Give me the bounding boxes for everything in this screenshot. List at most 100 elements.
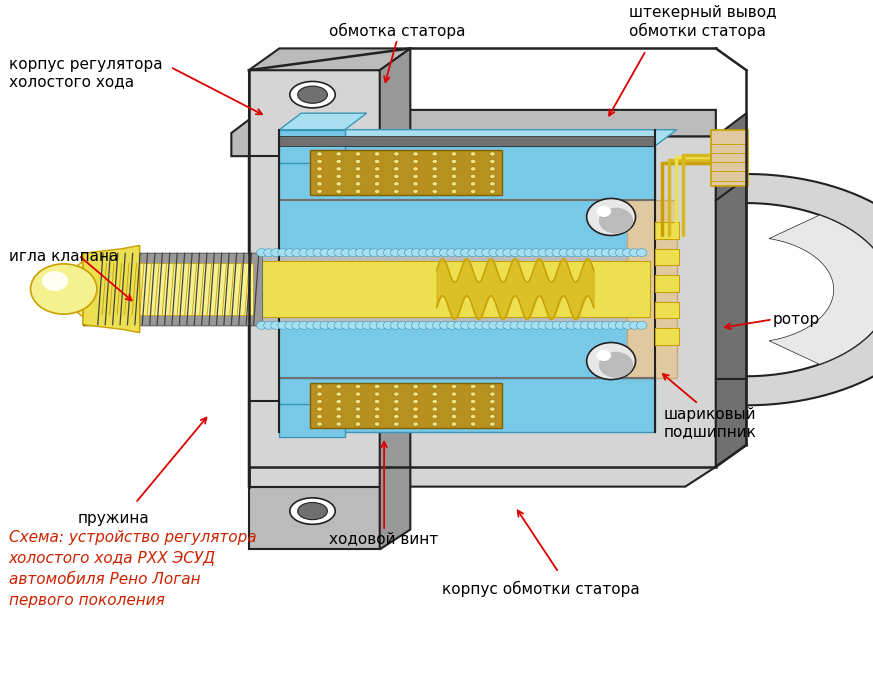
Circle shape [355, 189, 361, 194]
Circle shape [490, 152, 495, 156]
Polygon shape [279, 113, 367, 130]
Circle shape [271, 248, 281, 256]
Circle shape [482, 321, 492, 329]
Circle shape [336, 189, 341, 194]
Circle shape [490, 392, 495, 396]
Circle shape [394, 159, 399, 163]
Circle shape [375, 174, 380, 178]
Circle shape [336, 414, 341, 418]
Circle shape [394, 174, 399, 178]
Circle shape [524, 248, 534, 256]
Circle shape [482, 248, 492, 256]
Circle shape [411, 248, 422, 256]
Circle shape [425, 248, 436, 256]
Polygon shape [380, 49, 410, 156]
Circle shape [471, 182, 476, 186]
Circle shape [608, 248, 619, 256]
Circle shape [411, 321, 422, 329]
Circle shape [490, 159, 495, 163]
Circle shape [587, 342, 636, 379]
Circle shape [471, 152, 476, 156]
Circle shape [471, 414, 476, 418]
Circle shape [336, 407, 341, 411]
Circle shape [31, 264, 97, 314]
Ellipse shape [290, 498, 335, 524]
Circle shape [432, 321, 443, 329]
Circle shape [394, 400, 399, 404]
Circle shape [278, 321, 288, 329]
Circle shape [317, 422, 322, 426]
Circle shape [503, 248, 513, 256]
Circle shape [471, 392, 476, 396]
Circle shape [531, 321, 541, 329]
Circle shape [471, 167, 476, 171]
Circle shape [425, 321, 436, 329]
Circle shape [573, 321, 584, 329]
Circle shape [404, 248, 415, 256]
Circle shape [278, 248, 288, 256]
Circle shape [451, 152, 457, 156]
Circle shape [355, 174, 361, 178]
Circle shape [596, 350, 611, 361]
Circle shape [355, 385, 361, 389]
Circle shape [376, 248, 387, 256]
Polygon shape [279, 146, 655, 200]
Circle shape [355, 167, 361, 171]
Polygon shape [279, 200, 655, 377]
Circle shape [596, 206, 611, 217]
Circle shape [292, 248, 302, 256]
Circle shape [566, 321, 576, 329]
Polygon shape [279, 130, 345, 163]
Text: ходовой винт: ходовой винт [329, 531, 439, 546]
Circle shape [394, 414, 399, 418]
Bar [100, 263, 253, 315]
Ellipse shape [290, 82, 335, 108]
Bar [655, 275, 679, 292]
Circle shape [439, 321, 450, 329]
Circle shape [489, 321, 499, 329]
Circle shape [334, 321, 345, 329]
Circle shape [451, 189, 457, 194]
Bar [279, 200, 629, 377]
Circle shape [390, 321, 401, 329]
Polygon shape [769, 215, 873, 364]
Circle shape [327, 321, 338, 329]
Circle shape [375, 407, 380, 411]
Circle shape [317, 400, 322, 404]
Circle shape [394, 167, 399, 171]
Circle shape [451, 414, 457, 418]
Circle shape [413, 400, 418, 404]
Circle shape [317, 152, 322, 156]
Circle shape [615, 321, 626, 329]
Circle shape [320, 248, 330, 256]
Circle shape [432, 407, 437, 411]
Circle shape [317, 182, 322, 186]
Circle shape [264, 248, 274, 256]
Circle shape [336, 167, 341, 171]
Polygon shape [249, 487, 380, 549]
Circle shape [375, 400, 380, 404]
Circle shape [629, 248, 640, 256]
Circle shape [588, 248, 598, 256]
Circle shape [490, 407, 495, 411]
Circle shape [369, 321, 380, 329]
Circle shape [413, 414, 418, 418]
Circle shape [503, 321, 513, 329]
Circle shape [355, 152, 361, 156]
Circle shape [471, 407, 476, 411]
Circle shape [451, 159, 457, 163]
Circle shape [595, 321, 605, 329]
Circle shape [375, 392, 380, 396]
Circle shape [413, 422, 418, 426]
Circle shape [490, 385, 495, 389]
Circle shape [285, 321, 295, 329]
Circle shape [531, 248, 541, 256]
Circle shape [383, 248, 394, 256]
Bar [711, 130, 748, 186]
Circle shape [375, 422, 380, 426]
Circle shape [629, 321, 640, 329]
Bar [92, 253, 262, 325]
Circle shape [510, 321, 520, 329]
Circle shape [313, 248, 323, 256]
Circle shape [517, 248, 527, 256]
